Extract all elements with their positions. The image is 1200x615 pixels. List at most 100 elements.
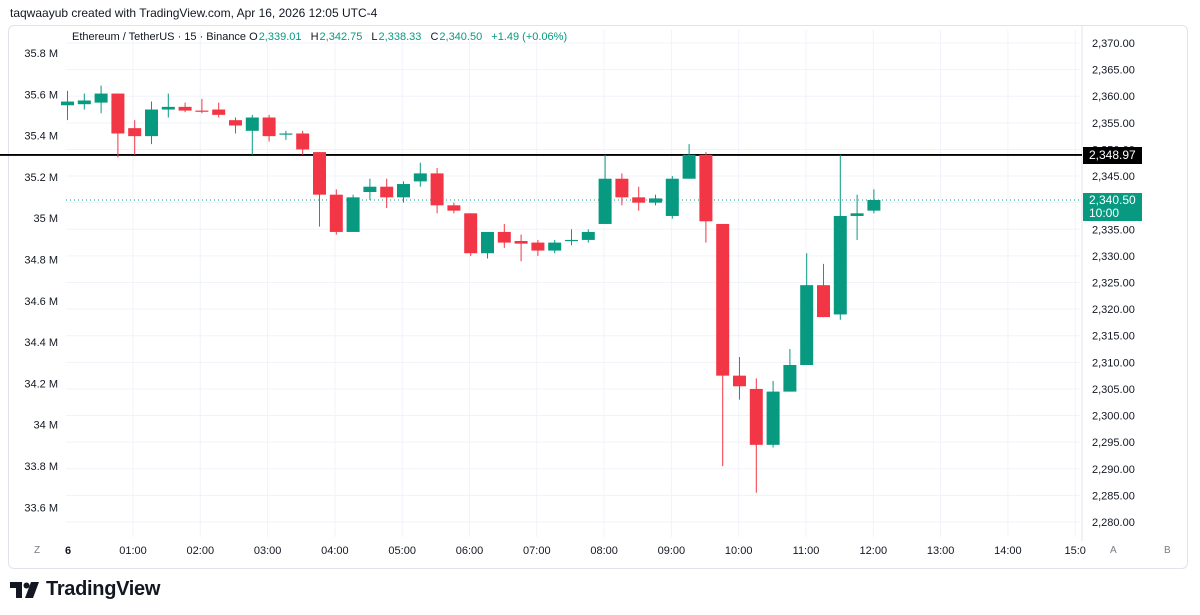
candle-body [481,231,494,254]
candle-body [682,154,696,179]
candle-body [111,93,125,134]
candle-body [548,242,562,251]
volume-tick-label: 35.2 M [24,172,58,184]
candle [380,178,394,208]
chart-caption: taqwaayub created with TradingView.com, … [10,6,378,20]
volume-tick-label: 35.6 M [24,89,58,101]
candle-body [867,200,881,211]
price-tick-label: 2,320.00 [1092,304,1135,316]
last-price-value: 2,340.50 [1089,193,1136,207]
scale-toggle[interactable]: B [1164,545,1171,556]
candle-body [94,93,108,103]
volume-tick-label: 35.4 M [24,131,58,143]
price-tick-label: 2,325.00 [1092,278,1135,290]
low-value: 2,338.33 [378,31,422,43]
candle-body [397,184,410,198]
candle [766,380,780,448]
level-price-tag[interactable]: 2,348.97 [1083,147,1142,164]
candle [178,102,192,113]
volume-tick-label: 34.2 M [24,378,58,390]
chart-grid [66,26,1083,541]
volume-tick-label: 34 M [34,420,58,432]
close-value: 2,340.50 [439,31,483,43]
time-tick-label: 10:00 [725,545,753,557]
high-label: H [310,31,319,43]
auto-scale-toggle[interactable]: A [1110,545,1117,556]
candle [464,213,478,256]
candle-body [733,375,746,387]
time-tick-label: 12:00 [860,545,888,557]
candle [531,239,545,256]
candle [665,176,679,219]
time-tick-label: 13:00 [927,545,955,557]
candles-layer [61,85,881,493]
price-tick-label: 2,280.00 [1092,517,1135,529]
high-value: 2,342.75 [319,31,363,43]
price-axis: 2,370.002,365.002,360.002,355.002,350.00… [1092,38,1135,529]
horizontal-line-layer [0,154,1082,201]
candle-body [565,239,578,242]
candle [329,189,343,235]
candle [128,120,142,155]
candle [800,253,814,365]
candle-body [313,152,326,195]
candle-body [615,178,629,198]
candle [161,93,175,118]
candle-body [346,197,360,232]
candle-body [212,109,226,115]
time-tick-label: 09:00 [658,545,686,557]
candle [850,194,864,240]
candle [481,231,494,259]
price-tick-label: 2,335.00 [1092,224,1135,236]
candle-body [195,110,209,112]
open-value: 2,339.01 [258,31,302,43]
price-tick-label: 2,355.00 [1092,118,1135,130]
candle [615,173,629,206]
time-tick-label: 08:00 [590,545,618,557]
candle-body [245,117,259,131]
candle-body [817,285,830,318]
candle-body [514,240,528,244]
candle-body [716,223,730,376]
candle [699,152,713,243]
candle [682,144,696,179]
candle-body [178,106,192,111]
volume-tick-label: 34.6 M [24,296,58,308]
candle [77,93,91,110]
candle [61,90,74,121]
candle-body [380,186,394,198]
time-tick-label: 6 [65,545,71,557]
volume-tick-label: 35 M [34,213,58,225]
candle [229,117,242,134]
close-label: C [430,31,439,43]
candle [514,234,528,262]
change-value: +1.49 (+0.06%) [491,31,568,43]
candle-body [77,100,91,105]
price-tick-label: 2,315.00 [1092,331,1135,343]
candle [733,357,746,400]
time-tick-label: 03:00 [254,545,282,557]
candle [817,263,830,318]
candle-body [279,133,293,135]
volume-tick-label: 34.4 M [24,337,58,349]
candle [565,229,578,246]
candle [313,152,326,227]
timezone-toggle[interactable]: Z [34,545,41,556]
candle-body [329,194,343,232]
time-tick-label: 11:00 [793,545,820,557]
candle-body [766,391,780,445]
time-tick-label: 01:00 [119,545,147,557]
candle-body [413,173,427,182]
price-tick-label: 2,290.00 [1092,464,1135,476]
candle [598,154,612,224]
candle [245,114,259,155]
candle-body [749,388,763,445]
candle-body [649,198,662,203]
candle [447,202,461,214]
candle [296,130,310,155]
symbol-name: Ethereum / TetherUS · 15 · Binance [72,31,247,43]
bar-countdown: 10:00 [1089,206,1120,220]
candle-body [783,364,797,392]
last-price-tag[interactable]: 2,340.50 10:00 [1083,193,1142,221]
